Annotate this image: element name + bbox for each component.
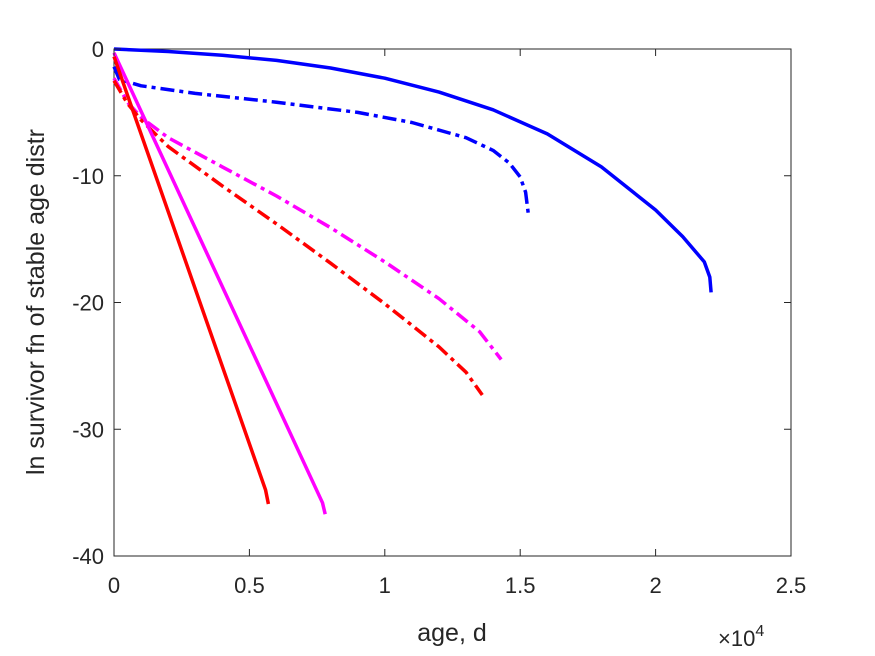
x-tick-label: 1 <box>379 573 391 598</box>
x-tick-label: 0 <box>108 573 120 598</box>
plot-area <box>113 48 792 557</box>
series-line-5 <box>112 52 327 515</box>
x-tick-label: 0.5 <box>234 573 265 598</box>
y-tick-label: -20 <box>72 291 104 316</box>
x-axis-multiplier-exponent: 4 <box>755 623 764 640</box>
y-tick-label: -30 <box>72 417 104 442</box>
series-line-2 <box>112 66 531 215</box>
y-axis-label: ln survivor fn of stable age distr <box>22 129 50 475</box>
series-line-6 <box>112 56 271 505</box>
x-tick-label: 2 <box>649 573 661 598</box>
series-layer <box>112 47 713 515</box>
x-axis-multiplier-base: ×10 <box>718 626 755 651</box>
axis-layer: 0 0.5 1 1.5 2 2.5 0 -10 -20 -30 -40 <box>72 37 806 598</box>
x-axis-label: age, d <box>417 619 487 647</box>
series-line-4 <box>112 79 484 397</box>
series-line-1 <box>113 47 713 293</box>
x-axis-multiplier: ×104 <box>718 623 764 651</box>
x-tick-label: 1.5 <box>505 573 536 598</box>
y-tick-label: -40 <box>72 544 104 569</box>
y-tick-label: -10 <box>72 164 104 189</box>
x-tick-label: 2.5 <box>776 573 807 598</box>
y-tick-label: 0 <box>92 37 104 62</box>
